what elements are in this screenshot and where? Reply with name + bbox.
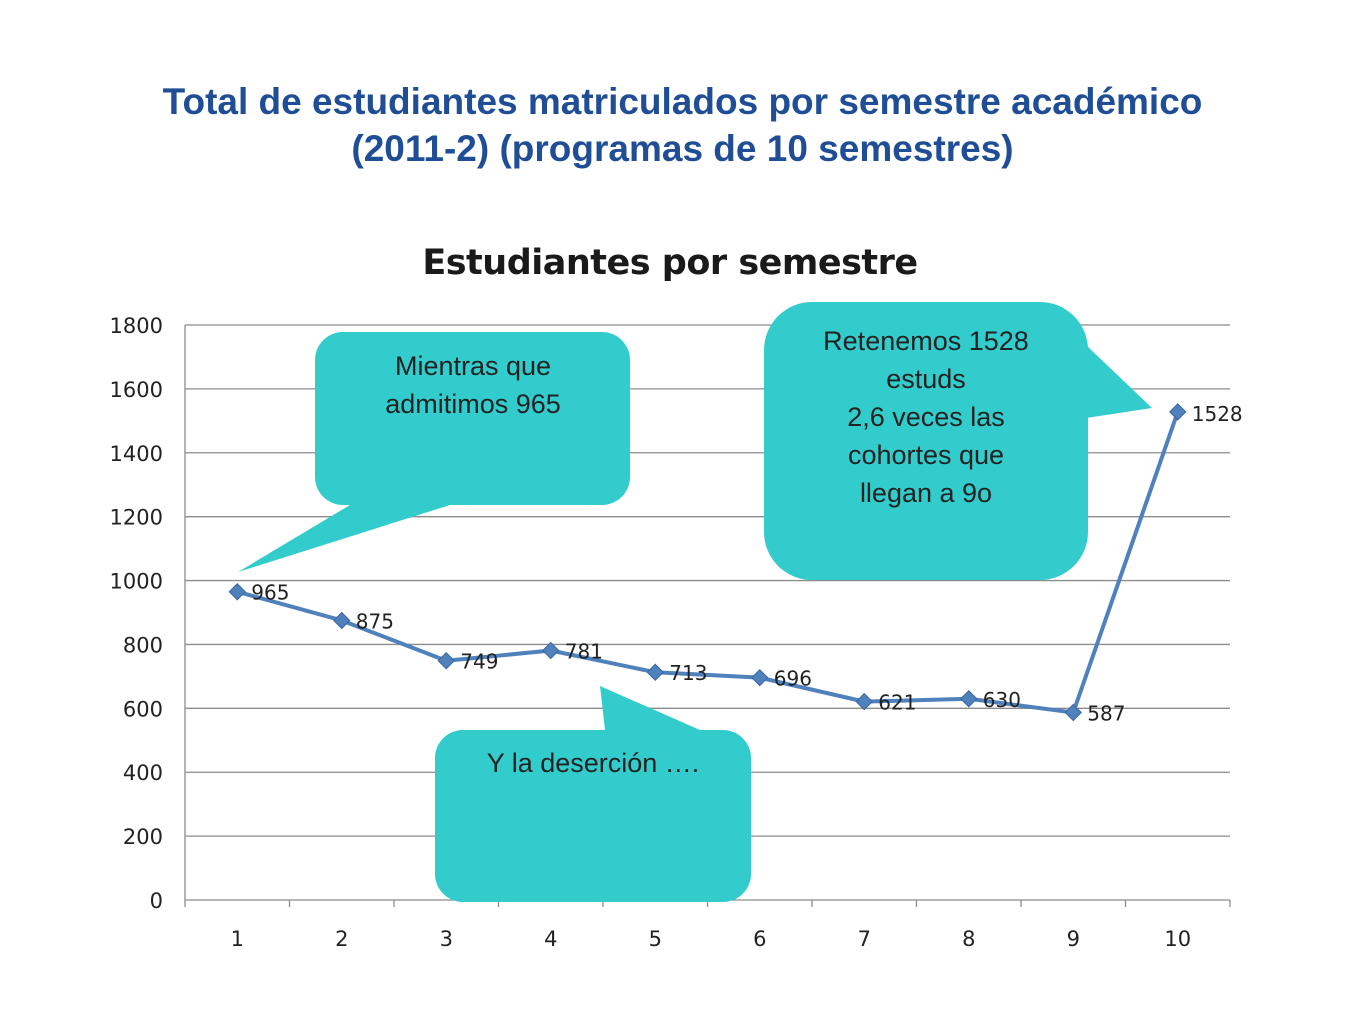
callout-admitted-line-1: Mientras que xyxy=(394,351,552,381)
data-label-8: 630 xyxy=(983,688,1021,712)
callout-retained-line-2: estuds xyxy=(886,364,966,394)
y-tick-label-800: 800 xyxy=(123,633,163,657)
data-label-6: 696 xyxy=(774,667,812,691)
y-tick-label-1200: 1200 xyxy=(110,506,163,530)
x-tick-label-10: 10 xyxy=(1164,927,1191,951)
data-label-9: 587 xyxy=(1087,701,1125,725)
data-point-9 xyxy=(1064,703,1082,722)
data-point-3 xyxy=(437,652,455,670)
slide-title-line-1: Total de estudiantes matriculados por se… xyxy=(162,81,1203,122)
axes: 0 200 400 600 800 1000 1200 1400 1600 1800 1 2 3 4 5 6 7… xyxy=(110,314,1231,951)
series-line xyxy=(236,411,1180,715)
y-tick-label-1600: 1600 xyxy=(110,378,163,402)
callout-admitted-line-2: admitimos 965 xyxy=(385,389,561,419)
data-label-2: 875 xyxy=(356,609,394,633)
y-tick-label-1400: 1400 xyxy=(110,442,163,466)
slide-title: Total de estudiantes matriculados por se… xyxy=(0,78,1365,172)
data-point-4 xyxy=(542,641,560,660)
y-tick-label-200: 200 xyxy=(123,825,163,849)
series-layer xyxy=(228,403,1187,722)
callout-retained-line-1: Retenemos 1528 xyxy=(823,326,1029,356)
x-tick-label-8: 8 xyxy=(962,927,975,951)
callout-admitted-text: Mientras que admitimos 965 xyxy=(318,347,628,423)
callout-retained-line-5: llegan a 9o xyxy=(859,478,993,508)
data-point-10 xyxy=(1169,403,1187,421)
x-tick-label-5: 5 xyxy=(649,927,662,951)
data-label-4: 781 xyxy=(565,640,603,664)
slide-title-line-2: (2011-2) (programas de 10 semestres) xyxy=(351,128,1014,169)
callout-admitted-pointer xyxy=(238,505,450,572)
callout-retained-bubble xyxy=(764,302,1088,580)
data-point-6 xyxy=(751,668,769,687)
data-label-5: 713 xyxy=(669,661,707,685)
y-tick-label-1000: 1000 xyxy=(110,570,163,594)
callout-retained-line-4: cohortes que xyxy=(847,440,1005,470)
callout-dropout-text: Y la deserción …. xyxy=(437,744,749,782)
callout-retained-pointer xyxy=(1086,345,1152,418)
data-label-10: 1528 xyxy=(1192,402,1243,426)
y-tick-label-1800: 1800 xyxy=(110,314,163,338)
callout-admitted-bubble xyxy=(315,332,630,505)
data-label-7: 621 xyxy=(878,691,916,715)
data-labels: 965 875 749 781 713 696 621 630 587 1528 xyxy=(251,402,1242,726)
callouts xyxy=(238,302,1152,902)
data-point-8 xyxy=(960,690,978,708)
x-tick-label-1: 1 xyxy=(231,927,244,951)
data-point-7 xyxy=(855,692,873,711)
x-tick-label-3: 3 xyxy=(440,927,453,951)
callout-dropout-pointer xyxy=(600,686,700,730)
callout-retained-text: Retenemos 1528 estuds 2,6 veces las coho… xyxy=(766,322,1086,512)
data-label-3: 749 xyxy=(460,650,498,674)
y-tick-label-600: 600 xyxy=(123,697,163,721)
gridlines xyxy=(185,324,1230,837)
y-tick-label-400: 400 xyxy=(123,761,163,785)
callout-retained-line-3: 2,6 veces las xyxy=(847,402,1005,432)
data-point-1 xyxy=(228,583,246,601)
x-tick-label-2: 2 xyxy=(335,927,348,951)
callout-dropout-line-1: Y la deserción …. xyxy=(486,748,700,778)
x-tick-label-6: 6 xyxy=(753,927,766,951)
x-tick-label-7: 7 xyxy=(858,927,871,951)
y-tick-label-0: 0 xyxy=(150,889,163,913)
callout-dropout-bubble xyxy=(435,730,751,902)
data-point-2 xyxy=(333,611,351,630)
x-tick-label-4: 4 xyxy=(544,927,557,951)
chart-title: Estudiantes por semestre xyxy=(422,243,918,283)
data-point-5 xyxy=(646,663,664,681)
data-label-1: 965 xyxy=(251,581,289,605)
x-tick-label-9: 9 xyxy=(1067,927,1080,951)
